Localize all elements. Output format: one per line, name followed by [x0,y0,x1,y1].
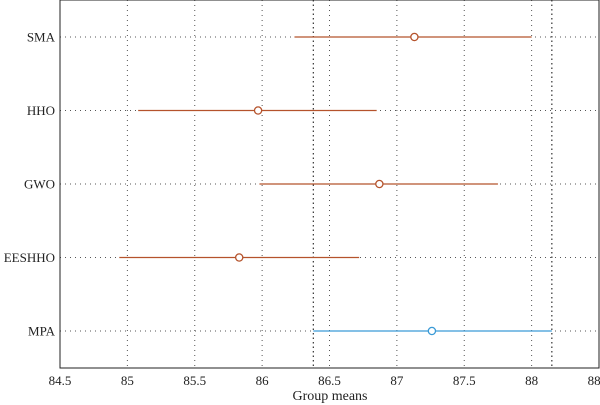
x-tick-label: 88.5 [588,373,600,388]
group-label-eeshho: EESHHO [4,250,55,265]
group-mpa [313,326,552,336]
y-tick-labels: SMA HHO GWO EESHHO MPA [4,30,56,339]
x-tick-label: 84.5 [49,373,72,388]
group-label-gwo: GWO [24,177,55,192]
group-label-sma: SMA [27,30,56,45]
x-tick-labels: 84.5 85 85.5 86 86.5 87 87.5 88 88.5 [49,373,600,388]
mean-marker [375,179,384,189]
group-eeshho [119,253,360,262]
x-tick-label: 86.5 [318,373,341,388]
plot-frame [59,0,600,369]
mean-marker [253,106,263,115]
series-layer [119,32,552,336]
x-tick-label: 85 [121,373,134,388]
group-label-mpa: MPA [28,324,56,339]
x-tick-label: 85.5 [183,373,206,388]
mean-marker [234,253,244,262]
group-label-hho: HHO [27,103,55,118]
mean-marker [410,32,419,42]
x-tick-label: 86 [256,373,270,388]
x-tick-label: 88 [525,373,538,388]
x-tick-label: 87.5 [453,373,476,388]
group-gwo [259,179,498,189]
reference-lines [312,0,553,368]
x-tick-label: 87 [390,373,404,388]
group-sma [294,32,532,42]
x-axis-title: Group means [292,389,367,404]
group-hho [138,106,377,115]
mean-marker [427,326,437,336]
